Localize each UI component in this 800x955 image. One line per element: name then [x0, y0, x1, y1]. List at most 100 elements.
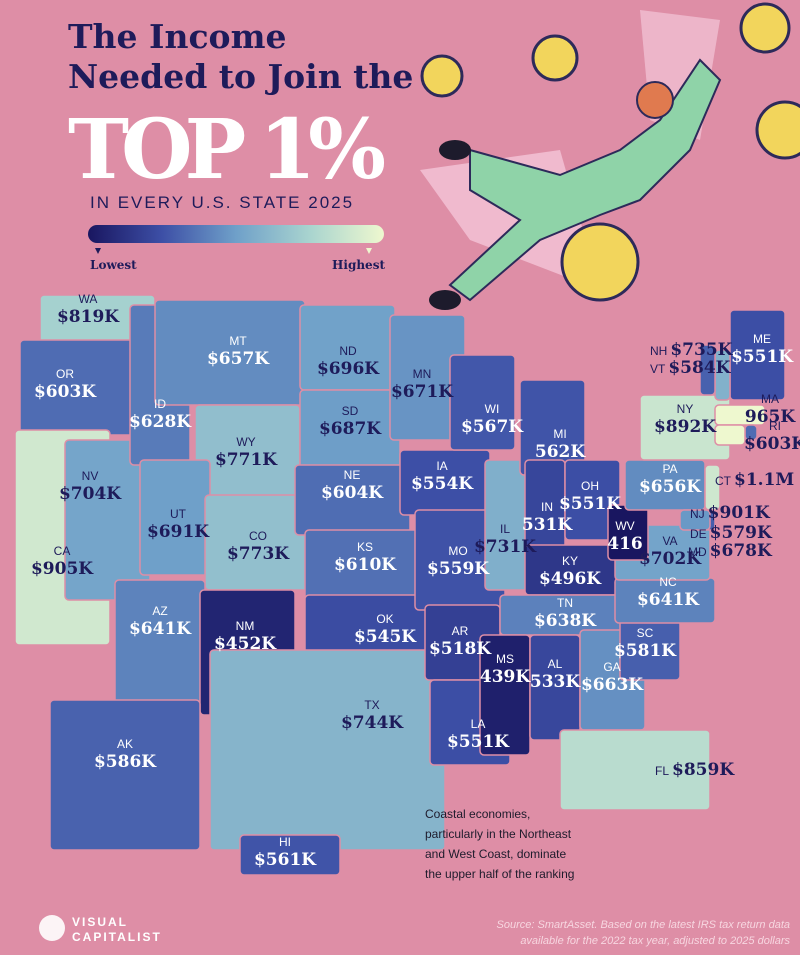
state-label: NJ $901K [690, 503, 771, 523]
state [699, 344, 716, 396]
state-abbr: NY [677, 402, 694, 416]
state [714, 424, 746, 446]
state-value: $687K [319, 419, 382, 439]
state-value: $452K [214, 634, 277, 654]
state-abbr: OR [56, 367, 74, 381]
title-big: TOP 1% [68, 102, 386, 198]
state-value: $518K [429, 639, 492, 659]
state-abbr: NH [650, 344, 667, 358]
state-value: $584K [668, 358, 731, 378]
state-label: CT $1.1M [715, 470, 794, 490]
annotation-line: particularly in the Northeast [425, 827, 572, 841]
state-value: $496K [539, 569, 602, 589]
state-abbr: IA [436, 459, 447, 473]
state-value: $545K [354, 627, 417, 647]
state-value: $561K [254, 850, 317, 870]
state-abbr: MA [761, 392, 779, 406]
state-abbr: OK [376, 612, 393, 626]
state-abbr: CT [715, 474, 732, 488]
state-abbr: AK [117, 737, 133, 751]
state-abbr: MO [448, 544, 467, 558]
state-abbr: ID [154, 397, 166, 411]
state-value: $1.1M [734, 470, 794, 490]
state-value: $641K [129, 619, 192, 639]
state-abbr: KS [357, 540, 373, 554]
state [239, 834, 341, 876]
state-abbr: ND [339, 344, 357, 358]
state-value: $735K [670, 340, 733, 360]
state [679, 509, 711, 531]
state-value: $771K [215, 450, 278, 470]
legend-low: Lowest [90, 258, 137, 272]
state-abbr: NV [82, 469, 99, 483]
state-value: $628K [129, 412, 192, 432]
subtitle: IN EVERY U.S. STATE 2025 [90, 193, 354, 212]
state-abbr: VA [662, 534, 677, 548]
state-value: $859K [672, 760, 735, 780]
state-abbr: AL [548, 657, 563, 671]
state-abbr: WI [485, 402, 500, 416]
state-value: 439K [480, 667, 531, 687]
state-abbr: SC [637, 626, 654, 640]
state [559, 729, 711, 811]
annotation-line: Coastal economies, [425, 807, 530, 821]
state [564, 459, 621, 541]
state-value: 533K [530, 672, 581, 692]
state-value: $773K [227, 544, 290, 564]
state-value: $603K [744, 434, 800, 454]
state-value: $604K [321, 483, 384, 503]
source: Source: SmartAsset. Based on the latest … [497, 919, 790, 931]
state-abbr: IL [500, 522, 510, 536]
state-value: $657K [207, 349, 270, 369]
state [449, 354, 516, 451]
state-abbr: NE [344, 468, 361, 482]
state-abbr: AR [452, 624, 469, 638]
state-abbr: WA [79, 292, 98, 306]
state-value: $696K [317, 359, 380, 379]
legend-marker [95, 248, 101, 254]
state-value: $731K [474, 537, 537, 557]
title-line: Needed to Join the [68, 57, 413, 96]
state-value: $663K [581, 675, 644, 695]
state-abbr: CO [249, 529, 267, 543]
state-value: $641K [637, 590, 700, 610]
state [114, 579, 206, 711]
state-value: $551K [559, 494, 622, 514]
state-label: NH $735K [650, 340, 734, 360]
state-abbr: TX [364, 698, 379, 712]
state-abbr: MN [413, 367, 432, 381]
state-value: $579K [710, 523, 773, 543]
state-label: MD $678K [688, 541, 773, 561]
state-abbr: FL [655, 764, 669, 778]
state-value: $819K [57, 307, 120, 327]
state-abbr: NC [659, 575, 677, 589]
source: available for the 2022 tax year, adjuste… [520, 935, 790, 947]
state-value: 531K [522, 515, 573, 535]
state-value: $554K [411, 474, 474, 494]
logo-text: CAPITALIST [72, 930, 162, 944]
state-value: $704K [59, 484, 122, 504]
state-value: $586K [94, 752, 157, 772]
state-value: $901K [708, 503, 771, 523]
state-abbr: RI [769, 419, 781, 433]
state-abbr: PA [662, 462, 677, 476]
state-value: $559K [427, 559, 490, 579]
state-value: $551K [447, 732, 510, 752]
logo: VISUAL CAPITALIST [39, 915, 162, 944]
illustration [420, 2, 800, 310]
state-abbr: NM [236, 619, 255, 633]
state-value: $638K [534, 611, 597, 631]
state-value: $892K [654, 417, 717, 437]
state-abbr: KY [562, 554, 578, 568]
legend-high: Highest [332, 258, 385, 272]
state-abbr: VT [650, 362, 666, 376]
state-abbr: DE [690, 527, 707, 541]
state-value: $610K [334, 555, 397, 575]
state-value: $702K [639, 549, 702, 569]
state-abbr: ME [753, 332, 771, 346]
state-value: $671K [391, 382, 454, 402]
state-value: $744K [341, 713, 404, 733]
legend-marker [366, 248, 372, 254]
state-value: 416 [607, 534, 643, 554]
